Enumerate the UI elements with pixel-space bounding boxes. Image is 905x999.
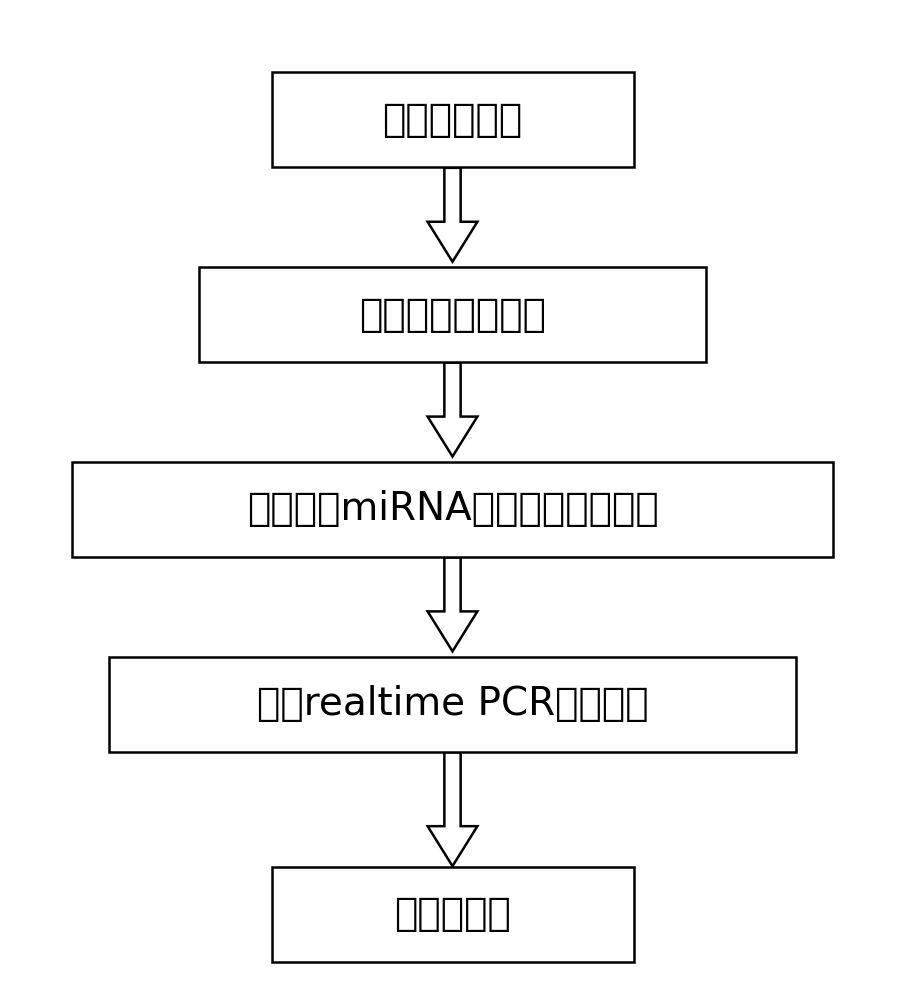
Text: 直肠拭子采集: 直肠拭子采集: [383, 101, 522, 139]
FancyBboxPatch shape: [272, 866, 634, 961]
FancyBboxPatch shape: [272, 73, 634, 167]
Polygon shape: [427, 363, 478, 457]
Text: 利用realtime PCR方法检测: 利用realtime PCR方法检测: [257, 685, 648, 723]
Text: 统计学分析: 统计学分析: [394, 895, 511, 933]
Polygon shape: [427, 168, 478, 262]
FancyBboxPatch shape: [199, 267, 706, 362]
Polygon shape: [427, 557, 478, 651]
Text: 肿瘤部位拭子采集: 肿瘤部位拭子采集: [359, 296, 546, 334]
Text: 细胞内总miRNA提取，进行反转录: 细胞内总miRNA提取，进行反转录: [247, 491, 658, 528]
FancyBboxPatch shape: [109, 657, 796, 751]
Polygon shape: [427, 752, 478, 866]
FancyBboxPatch shape: [72, 462, 833, 557]
